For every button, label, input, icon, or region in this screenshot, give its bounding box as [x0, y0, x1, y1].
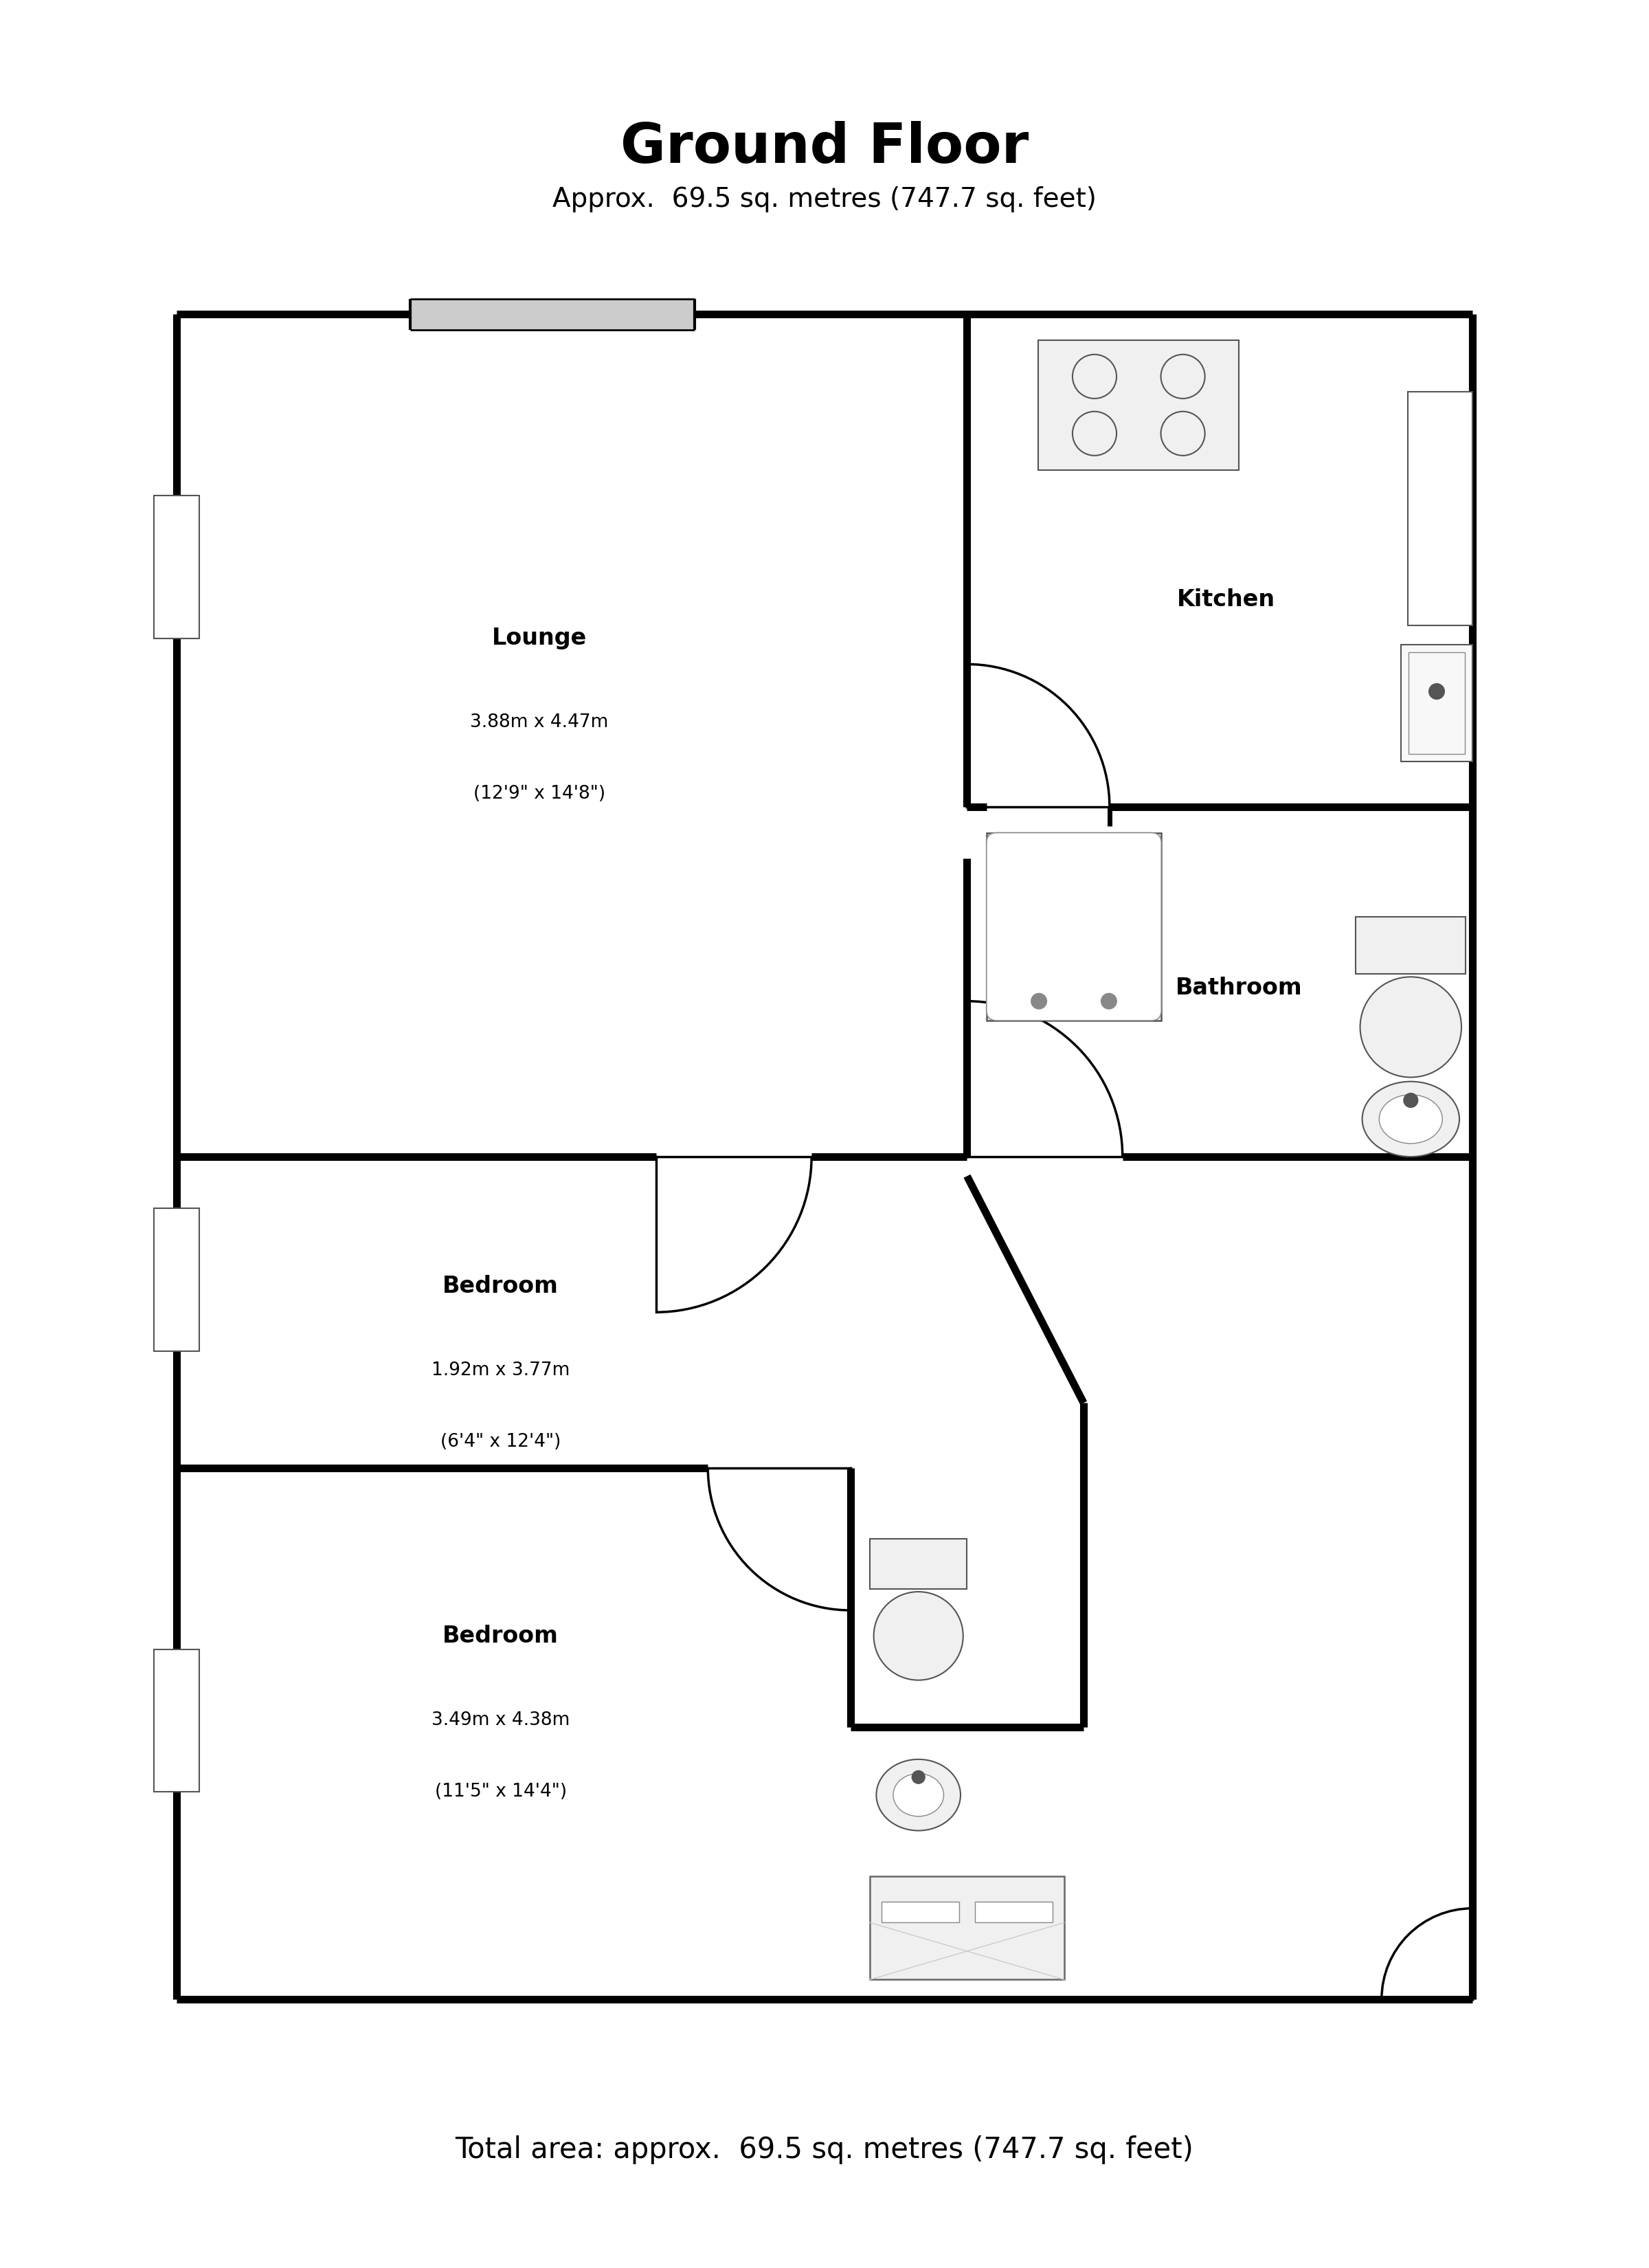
Bar — [882, 1903, 960, 1923]
Circle shape — [1102, 993, 1116, 1009]
Text: (12'9" x 14'8"): (12'9" x 14'8") — [473, 785, 605, 803]
Circle shape — [1403, 1093, 1418, 1107]
Ellipse shape — [894, 1774, 943, 1817]
Bar — [1039, 340, 1238, 469]
Text: Bedroom: Bedroom — [442, 1275, 559, 1297]
Bar — [975, 1903, 1052, 1923]
Bar — [871, 1540, 966, 1590]
Text: (11'5" x 14'4"): (11'5" x 14'4") — [435, 1783, 567, 1801]
Text: Lounge: Lounge — [491, 626, 587, 649]
Text: Ground Floor: Ground Floor — [620, 120, 1029, 175]
Text: Approx.  69.5 sq. metres (747.7 sq. feet): Approx. 69.5 sq. metres (747.7 sq. feet) — [552, 186, 1097, 213]
Bar — [1355, 916, 1466, 973]
Bar — [986, 832, 1161, 1021]
Text: Bathroom: Bathroom — [1176, 978, 1303, 1000]
Bar — [1408, 653, 1464, 753]
FancyBboxPatch shape — [986, 832, 1161, 1021]
Bar — [411, 299, 694, 329]
Text: 3.88m x 4.47m: 3.88m x 4.47m — [470, 714, 608, 733]
Ellipse shape — [874, 1592, 963, 1681]
Bar — [1402, 644, 1473, 762]
Text: 3.49m x 4.38m: 3.49m x 4.38m — [432, 1712, 571, 1730]
Text: Bedroom: Bedroom — [442, 1624, 559, 1647]
Circle shape — [1031, 993, 1047, 1009]
Bar — [1408, 392, 1473, 626]
Text: 1.92m x 3.77m: 1.92m x 3.77m — [432, 1361, 571, 1379]
Text: Total area: approx.  69.5 sq. metres (747.7 sq. feet): Total area: approx. 69.5 sq. metres (747… — [455, 2136, 1194, 2164]
Ellipse shape — [1379, 1095, 1443, 1143]
Circle shape — [912, 1771, 925, 1783]
Bar — [871, 1876, 1064, 1980]
Bar — [153, 497, 200, 637]
Bar — [153, 1649, 200, 1792]
Circle shape — [1430, 683, 1445, 699]
Ellipse shape — [1362, 1082, 1459, 1157]
Text: Kitchen: Kitchen — [1177, 587, 1275, 610]
Text: (6'4" x 12'4"): (6'4" x 12'4") — [440, 1433, 561, 1452]
Bar — [153, 1209, 200, 1352]
Ellipse shape — [876, 1760, 961, 1830]
Ellipse shape — [1360, 978, 1461, 1077]
